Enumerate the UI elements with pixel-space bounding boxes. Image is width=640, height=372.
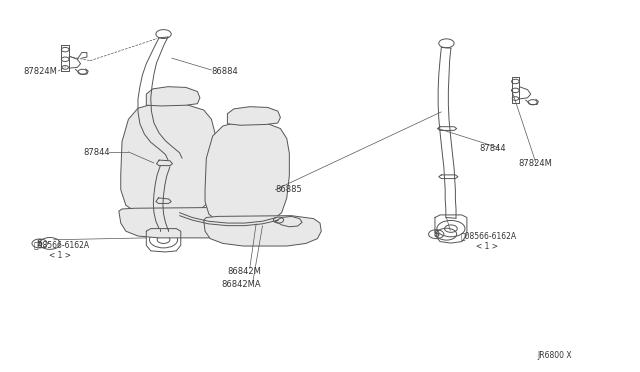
Polygon shape: [119, 208, 251, 238]
Text: Ⓢ08566-6162A: Ⓢ08566-6162A: [34, 241, 90, 250]
Polygon shape: [147, 87, 200, 106]
Text: < 1 >: < 1 >: [476, 242, 499, 251]
Text: 86842M: 86842M: [227, 267, 261, 276]
Text: S: S: [36, 239, 43, 248]
Polygon shape: [121, 104, 216, 211]
Text: < 1 >: < 1 >: [49, 251, 70, 260]
Text: 87824M: 87824M: [23, 67, 57, 76]
Polygon shape: [204, 216, 321, 246]
Text: 86885: 86885: [275, 185, 302, 194]
Text: Ⓢ08566-6162A: Ⓢ08566-6162A: [461, 231, 516, 241]
Text: S: S: [433, 230, 439, 239]
Polygon shape: [227, 107, 280, 125]
Text: 86884: 86884: [211, 67, 238, 76]
Text: 87844: 87844: [84, 148, 110, 157]
Polygon shape: [205, 122, 289, 221]
Text: 86842MA: 86842MA: [221, 280, 260, 289]
Text: 87844: 87844: [479, 144, 506, 153]
Text: JR6800 X: JR6800 X: [537, 351, 572, 360]
Text: 87824M: 87824M: [518, 159, 552, 168]
